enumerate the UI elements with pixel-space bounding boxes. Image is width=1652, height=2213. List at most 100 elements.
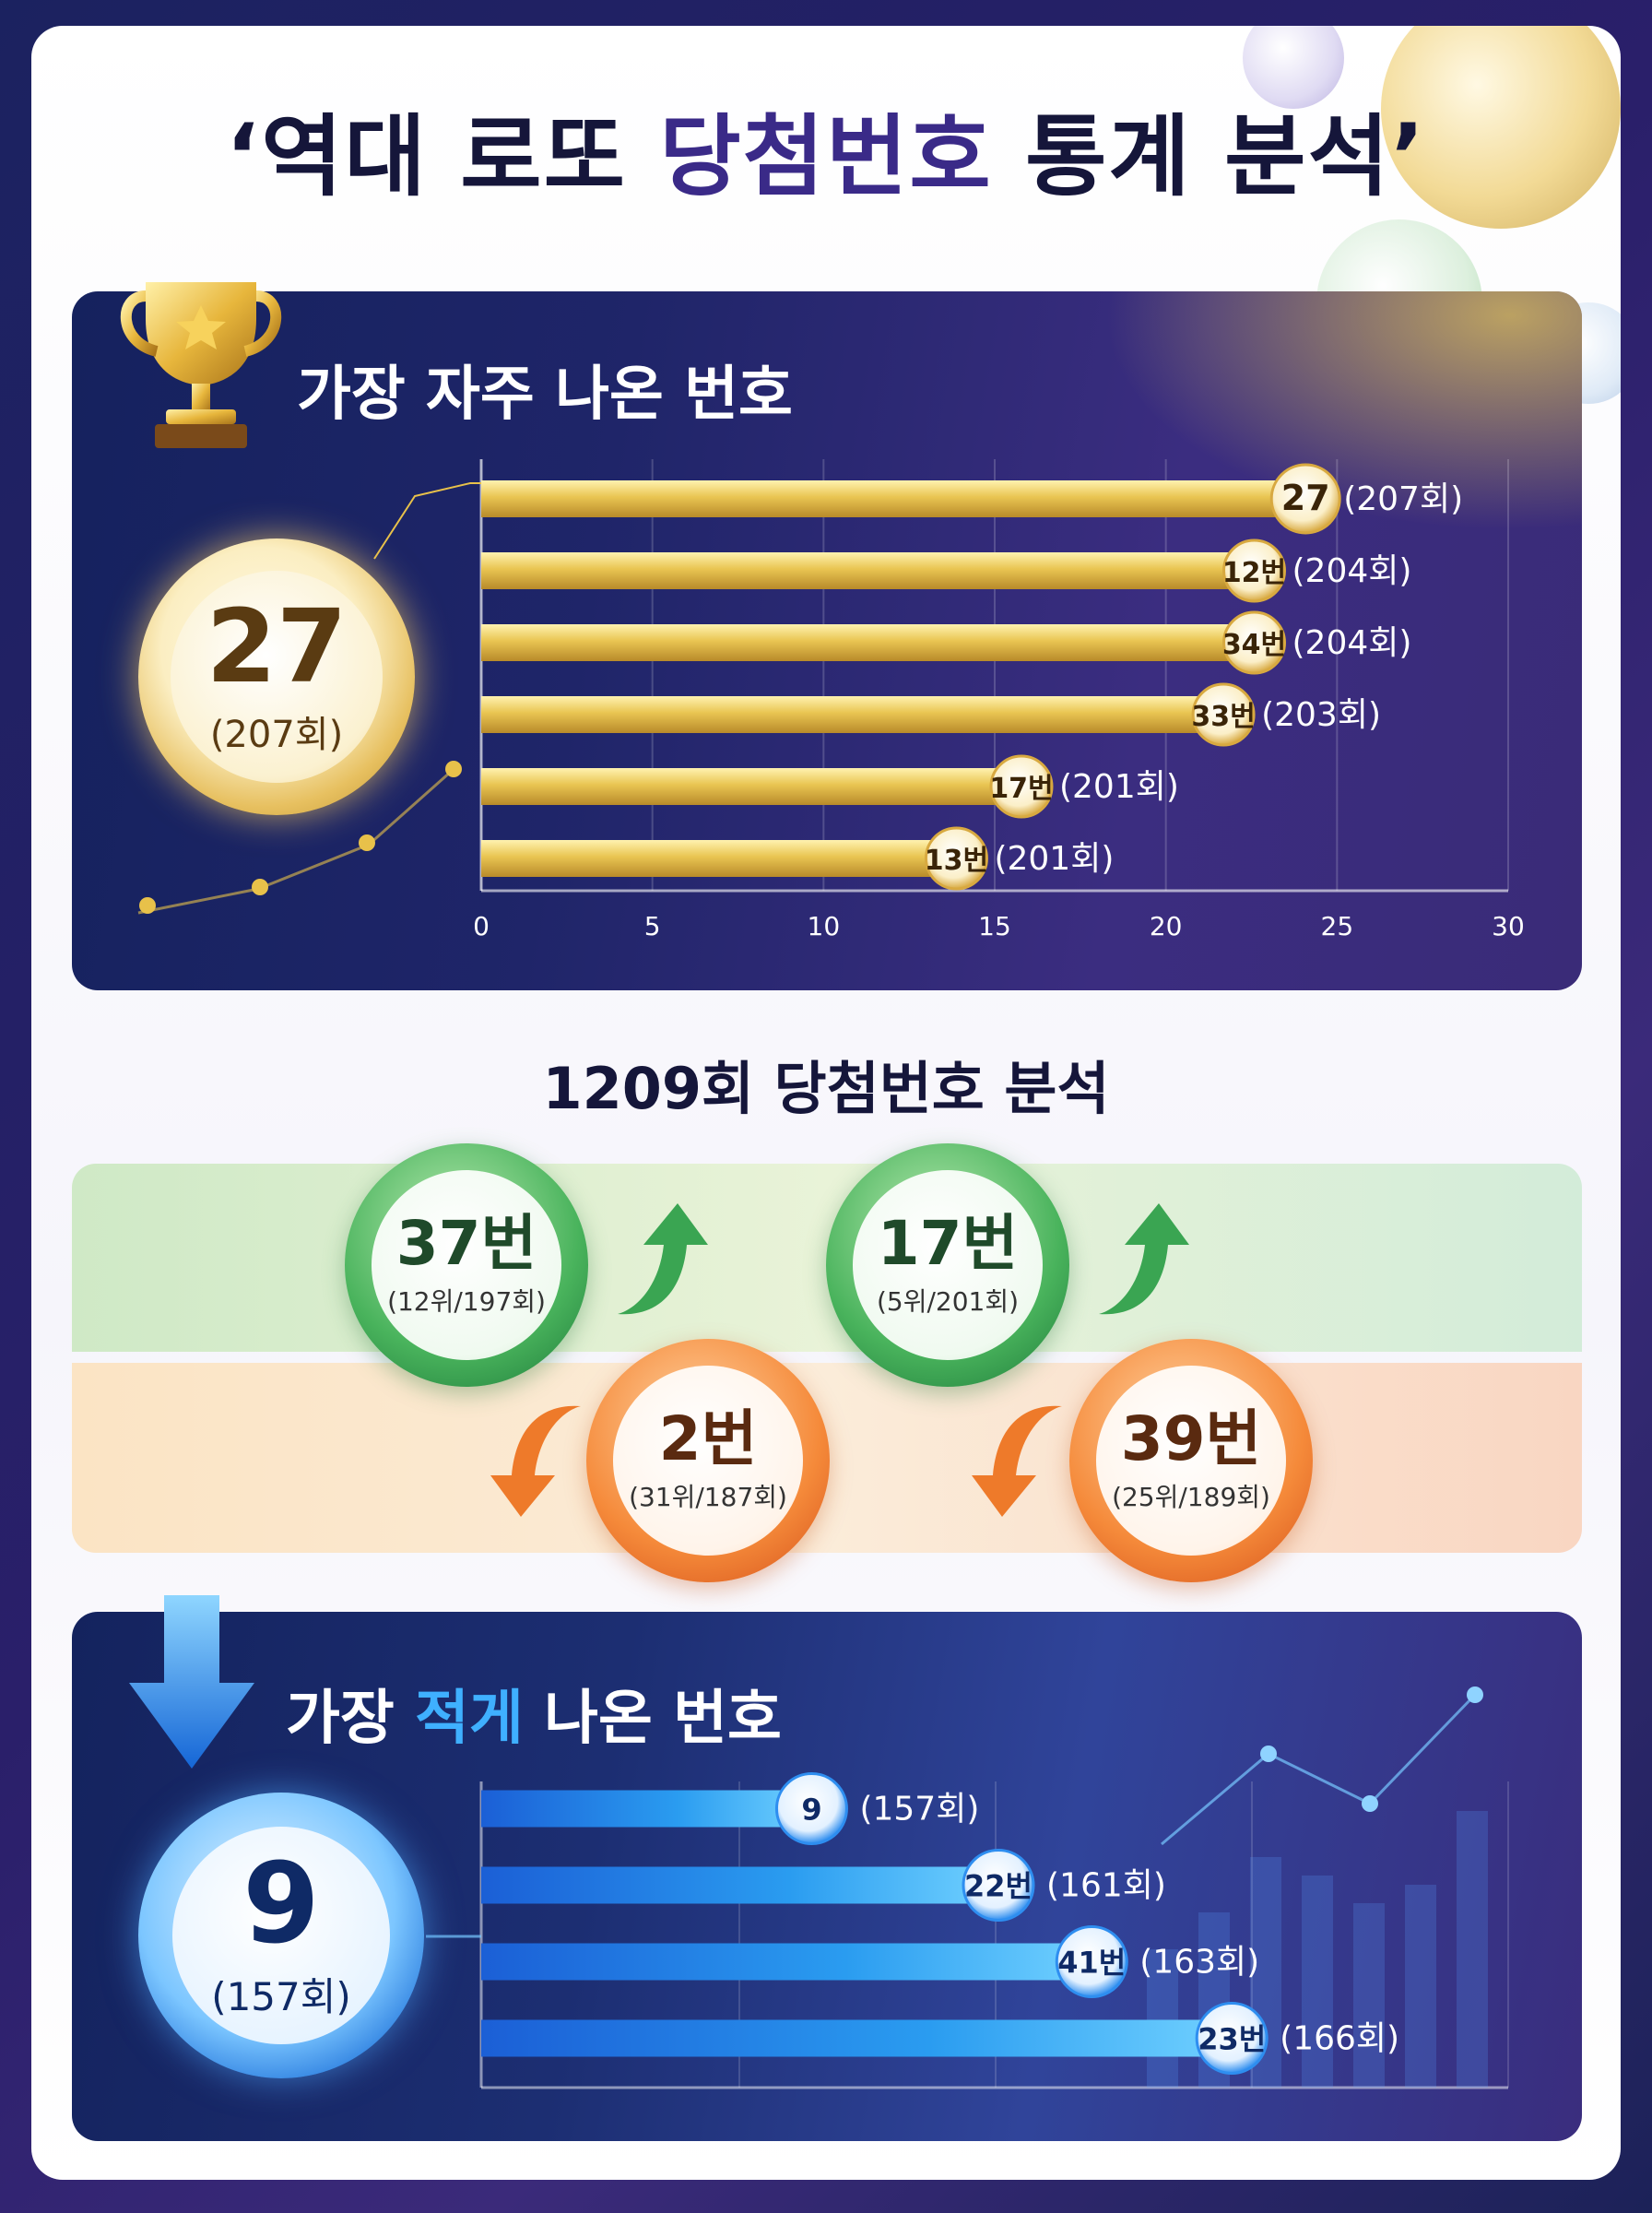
bottom-number-ball-face: 9 (157회): [172, 1827, 390, 2044]
bar-value-label: (204회): [1292, 624, 1412, 662]
bar: [481, 696, 1221, 733]
title-prefix: ‘역대 로또: [225, 105, 660, 208]
bar-value-label: (201회): [1059, 768, 1179, 806]
number-ball: [1055, 1925, 1128, 1998]
falling-number-ball: 39번 (25위/189회): [1069, 1339, 1313, 1582]
bar: [481, 552, 1252, 589]
bar-value-label: (201회): [994, 840, 1114, 878]
bar-category-label: 23번: [1198, 2022, 1266, 2057]
trend-line: [137, 769, 453, 915]
bar-category-label: 27: [1281, 478, 1330, 518]
page-title: ‘역대 로또 당첨번호 통계 분석’: [0, 85, 1652, 213]
trend-point: [252, 879, 268, 895]
trend-point: [359, 834, 375, 851]
x-tick-label: 10: [808, 911, 841, 941]
falling-number-ball-face: 39번 (25위/189회): [1096, 1366, 1286, 1556]
up-arrow-icon: [1099, 1203, 1189, 1315]
trend-point: [1260, 1746, 1277, 1762]
decorative-bar: [1353, 1903, 1385, 2088]
least-frequent-title: 가장 적게 나온 번호: [286, 1671, 782, 1756]
bar: [481, 768, 1019, 805]
down-arrow-icon: [972, 1405, 1062, 1517]
rising-number-detail: (5위/201회): [876, 1285, 1020, 1317]
top-number: 27: [206, 587, 348, 705]
x-tick-label: 0: [473, 911, 490, 941]
top-number-count: (207회): [209, 714, 344, 756]
falling-number-detail: (31위/187회): [629, 1481, 787, 1512]
least-title-accent: 적게: [415, 1685, 524, 1753]
number-ball: [1222, 610, 1286, 675]
number-ball: [1191, 682, 1256, 747]
decorative-bar: [1302, 1876, 1333, 2088]
x-tick-label: 20: [1150, 911, 1183, 941]
number-ball: [989, 754, 1054, 819]
trend-line: [1161, 1693, 1477, 1846]
bar-category-label: 17번: [989, 773, 1053, 805]
decorative-bar: [1457, 1811, 1488, 2088]
bar-value-label: (207회): [1343, 480, 1463, 518]
most-frequent-title: 가장 자주 나온 번호: [297, 361, 793, 429]
trend-point: [445, 761, 462, 777]
x-tick-label: 15: [978, 911, 1011, 941]
bar: [481, 1790, 808, 1828]
title-suffix: 통계 분석’: [992, 105, 1427, 208]
trophy-icon: [120, 282, 282, 448]
lotto-ball-decoration: [1243, 26, 1344, 109]
number-ball: [774, 1772, 848, 1845]
decorative-bar: [1405, 1885, 1436, 2088]
bar: [481, 1866, 995, 1904]
bottom-number-ball: 9 (157회): [138, 1793, 424, 2078]
bar-category-label: 13번: [925, 845, 988, 877]
number-ball: [1195, 2002, 1268, 2075]
bar-value-label: (166회): [1280, 2020, 1399, 2058]
bar-value-label: (163회): [1139, 1944, 1259, 1982]
lotto-ball-decoration: [1381, 26, 1621, 229]
title-accent: 당첨번호: [659, 105, 993, 208]
rising-number-detail: (12위/197회): [387, 1285, 546, 1317]
bottom-number: 9: [242, 1840, 320, 1969]
bar-value-label: (203회): [1261, 696, 1381, 734]
bar-category-label: 33번: [1191, 701, 1255, 733]
trend-point: [139, 897, 156, 914]
down-arrow-icon: [129, 1595, 254, 1769]
number-ball: [924, 826, 988, 891]
rising-number-label: 17번: [877, 1208, 1019, 1280]
decorative-bar: [1147, 1949, 1178, 2088]
number-ball: [962, 1849, 1035, 1922]
bar: [481, 840, 954, 877]
trend-point: [1467, 1686, 1483, 1703]
falling-number-ball-face: 2번 (31위/187회): [613, 1366, 803, 1556]
falling-number-detail: (25위/189회): [1112, 1481, 1270, 1512]
rising-number-ball: 37번 (12위/197회): [345, 1143, 588, 1387]
connector-line: [373, 482, 481, 560]
trend-point: [1362, 1795, 1378, 1812]
bar-category-label: 34번: [1222, 629, 1286, 661]
bar: [481, 1943, 1089, 1981]
least-title-suffix: 나온 번호: [523, 1685, 782, 1753]
falling-number-ball: 2번 (31위/187회): [586, 1339, 830, 1582]
rising-number-ball-face: 17번 (5위/201회): [853, 1170, 1043, 1360]
number-ball: [1269, 463, 1341, 535]
up-arrow-icon: [618, 1203, 708, 1315]
x-tick-label: 25: [1321, 911, 1354, 941]
bar-category-label: 9: [801, 1793, 821, 1828]
top-number-ball: 27 (207회): [138, 538, 415, 815]
bar-category-label: 22번: [964, 1869, 1032, 1904]
rising-number-ball: 17번 (5위/201회): [826, 1143, 1069, 1387]
bar-value-label: (157회): [859, 1791, 979, 1828]
least-title-prefix: 가장: [286, 1685, 416, 1753]
bar-value-label: (161회): [1046, 1867, 1166, 1905]
falling-number-label: 39번: [1120, 1403, 1262, 1475]
bar: [481, 624, 1252, 661]
top-number-ball-face: 27 (207회): [171, 571, 383, 783]
rising-number-ball-face: 37번 (12위/197회): [372, 1170, 561, 1360]
rising-number-label: 37번: [395, 1208, 537, 1280]
bar: [481, 480, 1304, 517]
bar-value-label: (204회): [1292, 552, 1412, 590]
down-arrow-icon: [490, 1405, 581, 1517]
x-tick-label: 30: [1492, 911, 1525, 941]
bar-category-label: 41번: [1057, 1946, 1126, 1981]
bar: [481, 2019, 1229, 2057]
falling-number-label: 2번: [658, 1403, 758, 1475]
